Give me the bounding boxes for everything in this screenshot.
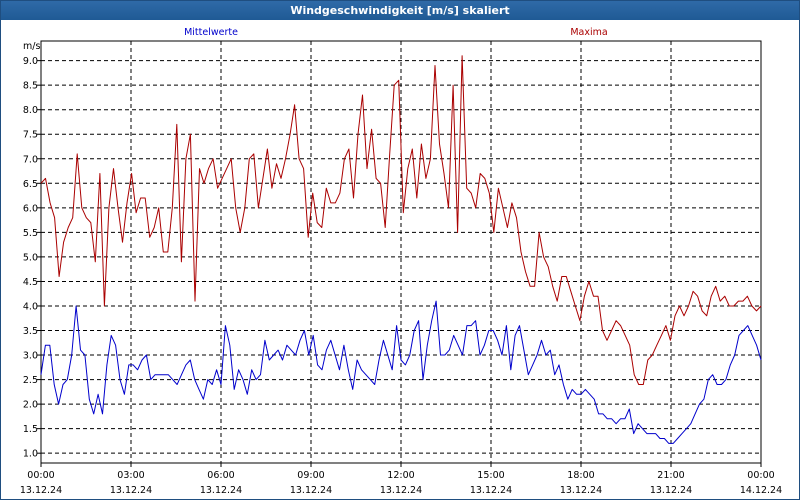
x-tick-time-label: 09:00: [297, 470, 324, 481]
x-tick-date-label: 14.12.24: [740, 485, 782, 496]
y-tick-label: 7.5: [23, 130, 38, 141]
y-tick-label: 8.5: [23, 81, 38, 92]
y-tick-label: 6.5: [23, 179, 38, 190]
y-tick-label: 1.5: [23, 424, 38, 435]
x-tick-date-label: 13.12.24: [650, 485, 692, 496]
y-tick-label: 6.0: [23, 203, 38, 214]
window-title: Windgeschwindigkeit [m/s] skaliert: [1, 1, 799, 20]
x-tick-date-label: 13.12.24: [20, 485, 62, 496]
y-tick-label: 3.0: [23, 351, 38, 362]
x-tick-time-label: 12:00: [387, 470, 414, 481]
x-tick-time-label: 15:00: [477, 470, 504, 481]
x-tick-date-label: 13.12.24: [560, 485, 602, 496]
x-tick-time-label: 00:00: [747, 470, 774, 481]
y-tick-label: 4.0: [23, 301, 38, 312]
y-tick-label: 2.0: [23, 400, 38, 411]
y-tick-label: 7.0: [23, 154, 38, 165]
y-tick-label: 9.0: [23, 56, 38, 67]
legend-series-0: Mittelwerte: [184, 27, 238, 38]
y-tick-label: 5.5: [23, 228, 38, 239]
legend-series-1: Maxima: [570, 27, 607, 38]
y-tick-label: 2.5: [23, 375, 38, 386]
series-line-mittelwerte: [40, 300, 762, 444]
x-tick-time-label: 18:00: [567, 470, 594, 481]
x-tick-date-label: 13.12.24: [470, 485, 512, 496]
y-tick-label: 1.0: [23, 449, 38, 460]
series-line-maxima: [40, 55, 762, 385]
y-tick-label: 3.5: [23, 326, 38, 337]
x-tick-time-label: 06:00: [207, 470, 234, 481]
x-tick-time-label: 03:00: [117, 470, 144, 481]
y-tick-label: 4.5: [23, 277, 38, 288]
x-tick-time-label: 00:00: [27, 470, 54, 481]
x-tick-date-label: 13.12.24: [290, 485, 332, 496]
x-tick-date-label: 13.12.24: [110, 485, 152, 496]
y-tick-label: 5.0: [23, 252, 38, 263]
y-tick-label: 8.0: [23, 105, 38, 116]
y-axis-unit-label: m/s: [23, 41, 40, 52]
x-tick-date-label: 13.12.24: [200, 485, 242, 496]
x-tick-date-label: 13.12.24: [380, 485, 422, 496]
x-tick-time-label: 21:00: [657, 470, 684, 481]
